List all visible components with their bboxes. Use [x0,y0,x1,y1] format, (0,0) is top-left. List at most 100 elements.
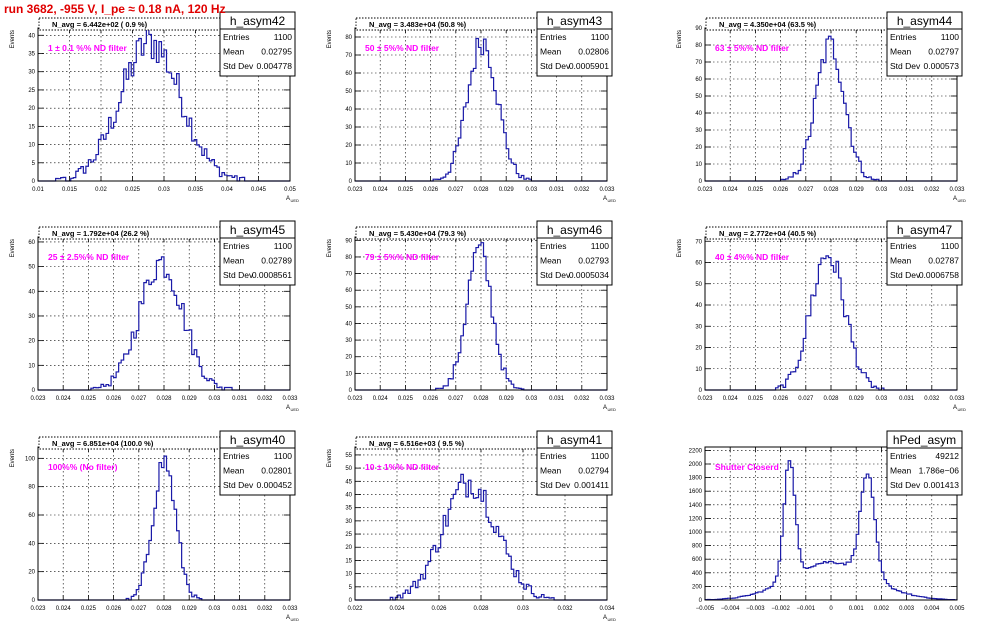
x-axis-label: A [286,196,290,202]
stats-label: Mean [890,256,912,266]
stats-box [886,11,963,77]
y-tick-label: 30 [345,338,352,344]
x-tick-label: 0.025 [398,396,414,402]
y-tick-label: 80 [345,35,352,41]
filter-annotation: 50 ± 5%% ND filter [365,43,440,53]
stats-box [219,430,296,496]
filter-annotation: 63 ± 5%% ND filter [715,43,790,53]
x-tick-label: 0.002 [874,606,890,612]
y-tick-label: 400 [692,571,703,577]
stats-value: 0.02797 [928,47,959,57]
x-axis-label: A [953,196,957,202]
x-tick-label: 0.005 [949,606,965,612]
x-axis-label-sub: UED [608,617,617,622]
navg-label: N_avg = 6.516e+03 ( 9.5 %) [369,439,465,448]
stats-value: 0.0006758 [919,270,959,280]
y-tick-label: 10 [345,572,352,578]
chart-h_asym47: 0.023 0.024 0.025 0.026 0.027 0.028 0.029 0.03 0… [677,220,966,412]
y-tick-label: 30 [28,70,35,76]
x-tick-label: 0.028 [473,187,489,193]
x-axis-label-sub: UED [291,617,300,622]
y-tick-label: 50 [695,282,702,288]
y-tick-label: 10 [695,162,702,168]
y-tick-label: 25 [28,88,35,94]
y-axis-label: Events [10,239,16,257]
x-tick-label: 0.027 [131,606,147,612]
y-tick-label: 20 [345,545,352,551]
x-tick-label: 0.033 [949,187,965,193]
stats-label: Std Dev [890,61,921,71]
y-tick-label: 15 [28,124,35,130]
stats-value: 0.0005034 [569,270,609,280]
x-axis-label: A [286,405,290,411]
x-tick-label: 0.031 [232,396,248,402]
y-tick-label: 0 [349,179,353,185]
navg-label: N_avg = 6.442e+02 ( 0.9 %) [52,20,148,29]
stats-value: 0.001411 [574,480,609,490]
x-tick-label: 0.026 [423,187,439,193]
x-tick-label: 0.023 [347,187,363,193]
histogram-series [355,473,607,601]
y-tick-label: 55 [345,453,352,459]
stats-value: 1100 [274,241,293,251]
y-tick-label: 20 [695,346,702,352]
stats-value: 0.02795 [261,47,292,57]
stats-label: Entries [540,451,566,461]
x-tick-label: 0.029 [499,187,515,193]
y-tick-label: 90 [345,238,352,244]
y-tick-label: 20 [28,339,35,345]
stats-box [219,220,296,286]
x-tick-label: 0.025 [748,396,764,402]
x-tick-label: 0.026 [423,396,439,402]
x-tick-label: 0.023 [347,396,363,402]
x-tick-label: 0.031 [899,396,915,402]
stats-value: 0.02789 [261,256,292,266]
y-tick-label: 200 [692,584,703,590]
stats-label: Mean [890,47,912,57]
x-tick-label: 0.024 [56,396,72,402]
x-tick-label: 0.031 [549,187,565,193]
stats-title: h_asym43 [547,14,603,28]
stats-value: 0.02793 [578,256,609,266]
y-axis-label: Events [677,30,683,48]
y-tick-label: 1600 [689,489,703,495]
chart-h_asym45: 0.023 0.024 0.025 0.026 0.027 0.028 0.029 0.03 0… [10,220,299,412]
x-tick-label: 0.026 [106,396,122,402]
stats-title: h_asym44 [897,14,953,28]
y-tick-label: 15 [345,558,352,564]
x-tick-label: 0.03 [158,187,170,193]
x-tick-label: 0.022 [347,606,363,612]
y-axis-label: Events [677,239,683,257]
y-tick-label: 0 [32,598,36,604]
x-tick-label: 0.032 [257,606,273,612]
y-tick-label: 10 [695,367,702,373]
y-tick-label: 0 [699,388,703,394]
y-tick-label: 1200 [689,516,703,522]
x-axis-label: A [286,615,290,621]
stats-title: h_asym41 [547,433,603,447]
x-tick-label: 0.024 [373,187,389,193]
x-tick-label: −0.002 [771,606,790,612]
x-tick-label: 0.029 [849,396,865,402]
chart-hPed_asym: −0.005 −0.004 −0.003 −0.002 −0.001 0 0.001 0.00… [689,430,965,612]
filter-annotation: 40 ± 4%% ND filter [715,252,790,262]
chart-h_asym44: 0.023 0.024 0.025 0.026 0.027 0.028 0.029 0.03 0… [677,11,966,203]
x-tick-label: 0 [829,606,833,612]
y-tick-label: 10 [28,143,35,149]
stats-label: Entries [223,451,249,461]
histogram-series [38,28,290,182]
x-tick-label: 0.01 [32,187,44,193]
y-tick-label: 70 [345,272,352,278]
y-tick-label: 80 [695,43,702,49]
x-tick-label: 0.029 [499,396,515,402]
stats-label: Std Dev [223,61,254,71]
x-tick-label: 0.025 [81,606,97,612]
stats-value: 1100 [591,32,610,42]
y-tick-label: 10 [28,363,35,369]
y-tick-label: 30 [28,314,35,320]
stats-title: h_asym47 [897,223,953,237]
stats-label: Std Dev [540,61,571,71]
stats-value: 1100 [274,32,293,42]
y-tick-label: 25 [345,532,352,538]
